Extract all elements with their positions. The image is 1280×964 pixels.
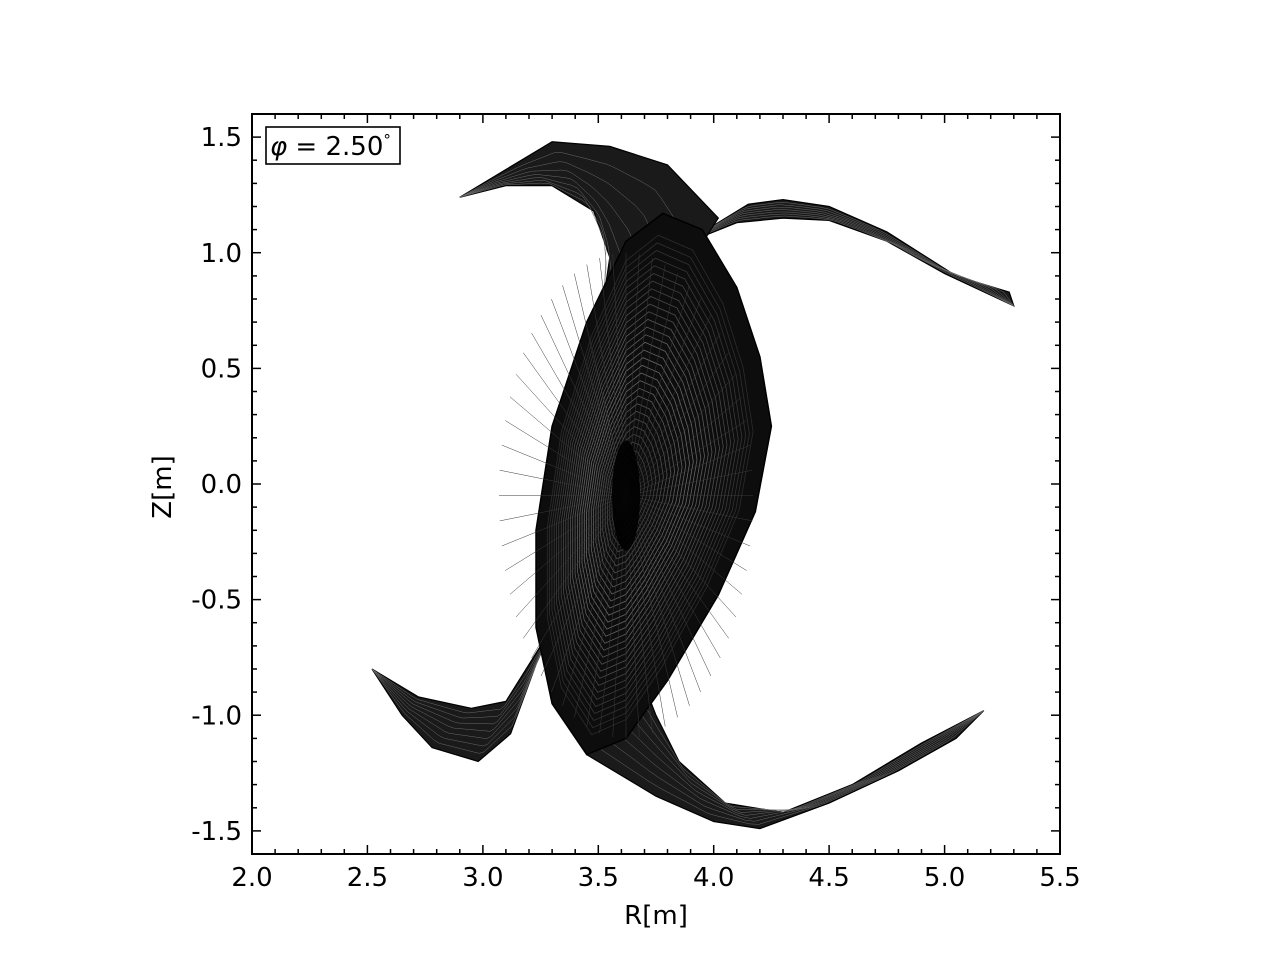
y-axis-label: Z[m] [148, 455, 178, 518]
y-tick-label: 1.0 [201, 239, 242, 269]
y-tick-label: -0.5 [191, 586, 242, 616]
x-axis-label: R[m] [624, 901, 688, 931]
y-tick-label: 1.5 [201, 123, 242, 153]
x-tick-label: 2.0 [231, 863, 272, 893]
leg-3-fill [372, 627, 552, 761]
y-tick-label: -1.0 [191, 701, 242, 731]
magnetic-axis [612, 441, 640, 551]
annotation-box: φ = 2.50° [266, 127, 400, 164]
y-tick-label: 0.5 [201, 354, 242, 384]
plot-layer [372, 142, 1014, 829]
annotation-value: = 2.50 [287, 132, 383, 162]
x-tick-label: 3.5 [578, 863, 619, 893]
leg-1-fieldline [697, 212, 1014, 306]
x-tick-label: 4.0 [693, 863, 734, 893]
plot-content [372, 142, 1014, 829]
x-tick-label: 3.0 [462, 863, 503, 893]
leg-1 [691, 200, 1014, 306]
leg-3 [372, 627, 552, 761]
y-tick-label: -1.5 [191, 817, 242, 847]
x-tick-label: 4.5 [808, 863, 849, 893]
core-surfaces [499, 213, 771, 754]
leg-1-fill [691, 200, 1014, 306]
x-tick-label: 5.0 [924, 863, 965, 893]
x-tick-label: 5.5 [1039, 863, 1080, 893]
annotation-degree: ° [383, 131, 391, 149]
annotation-text: φ = 2.50° [270, 131, 391, 162]
annotation-phi: φ [270, 132, 287, 162]
y-tick-label: 0.0 [201, 470, 242, 500]
x-tick-label: 2.5 [347, 863, 388, 893]
